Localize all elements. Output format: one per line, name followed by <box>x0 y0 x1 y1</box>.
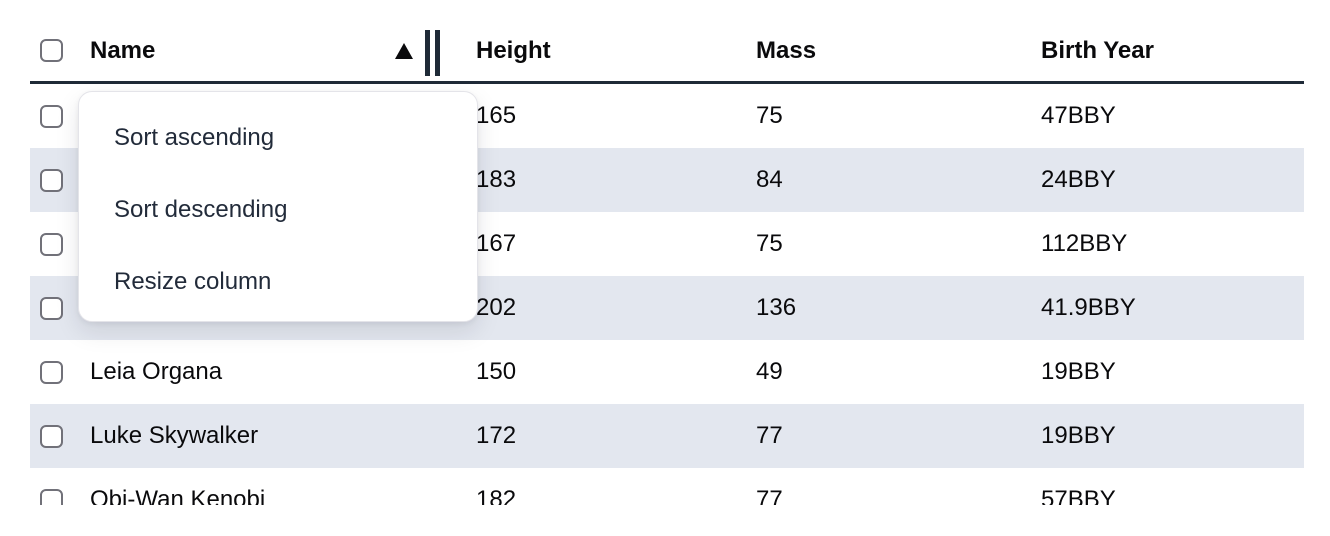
column-header-height[interactable]: Height <box>455 0 735 81</box>
select-all-checkbox[interactable] <box>40 39 63 62</box>
row-checkbox[interactable] <box>40 232 63 256</box>
table-row: Obi-Wan Kenobi 182 77 57BBY <box>30 468 1304 505</box>
column-resize-handle-icon[interactable] <box>425 30 440 76</box>
table-row: Luke Skywalker 172 77 19BBY <box>30 404 1304 468</box>
menu-item-sort-descending[interactable]: Sort descending <box>114 196 288 223</box>
column-header-mass[interactable]: Mass <box>735 0 1020 81</box>
header-select-all-cell <box>30 0 80 81</box>
menu-item-resize-column[interactable]: Resize column <box>114 268 272 295</box>
table-header-row: Name Height Mass Birth Year <box>30 0 1304 84</box>
column-header-name[interactable]: Name <box>80 0 455 81</box>
column-header-birth-year-label: Birth Year <box>1041 36 1154 64</box>
cell-height: 167 <box>476 230 517 257</box>
cell-birth-year: 47BBY <box>1041 102 1116 129</box>
cell-birth-year: 19BBY <box>1041 422 1116 449</box>
row-checkbox[interactable] <box>40 424 63 448</box>
cell-mass: 136 <box>756 294 797 321</box>
row-checkbox[interactable] <box>40 296 63 320</box>
cell-birth-year: 24BBY <box>1041 166 1116 193</box>
cell-mass: 75 <box>756 102 783 129</box>
cell-name: Leia Organa <box>90 358 223 385</box>
column-context-menu: Sort ascending Sort descending Resize co… <box>78 91 478 322</box>
cell-birth-year: 112BBY <box>1041 230 1128 257</box>
row-checkbox[interactable] <box>40 104 63 128</box>
row-checkbox[interactable] <box>40 168 63 192</box>
cell-birth-year: 57BBY <box>1041 486 1116 505</box>
cell-mass: 84 <box>756 166 783 193</box>
row-checkbox[interactable] <box>40 488 63 505</box>
column-header-name-label: Name <box>90 36 156 64</box>
cell-birth-year: 19BBY <box>1041 358 1116 385</box>
row-checkbox[interactable] <box>40 360 63 384</box>
menu-item-sort-ascending[interactable]: Sort ascending <box>114 124 275 151</box>
cell-height: 172 <box>476 422 517 449</box>
cell-height: 182 <box>476 486 517 505</box>
column-header-mass-label: Mass <box>756 36 817 64</box>
cell-birth-year: 41.9BBY <box>1041 294 1136 321</box>
column-header-height-label: Height <box>476 36 551 64</box>
cell-mass: 49 <box>756 358 783 385</box>
cell-height: 202 <box>476 294 517 321</box>
cell-mass: 77 <box>756 422 783 449</box>
table-row: Leia Organa 150 49 19BBY <box>30 340 1304 404</box>
cell-mass: 77 <box>756 486 783 505</box>
cell-mass: 75 <box>756 230 783 257</box>
cell-height: 150 <box>476 358 517 385</box>
sort-ascending-icon <box>395 43 413 59</box>
cell-height: 183 <box>476 166 517 193</box>
cell-height: 165 <box>476 102 517 129</box>
cell-name: Obi-Wan Kenobi <box>90 486 266 505</box>
cell-name: Luke Skywalker <box>90 422 259 449</box>
column-header-birth-year[interactable]: Birth Year <box>1020 0 1304 81</box>
